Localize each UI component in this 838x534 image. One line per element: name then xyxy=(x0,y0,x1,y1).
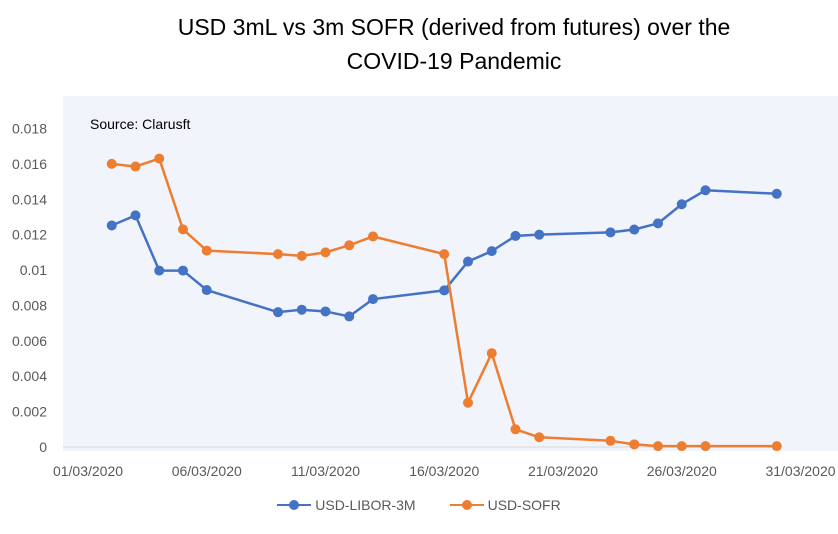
data-point-usd-libor-3m xyxy=(178,265,188,276)
data-point-usd-libor-3m xyxy=(605,227,616,238)
legend-item-sofr: USD-SOFR xyxy=(449,497,561,513)
data-point-usd-libor-3m xyxy=(296,304,307,315)
y-tick-label: 0.012 xyxy=(12,227,47,243)
y-tick-label: 0.002 xyxy=(12,404,47,420)
data-point-usd-libor-3m xyxy=(534,229,545,240)
data-point-usd-libor-3m xyxy=(273,307,283,318)
data-point-usd-sofr xyxy=(154,153,165,164)
data-point-usd-sofr xyxy=(605,435,616,446)
data-point-usd-libor-3m xyxy=(486,246,497,257)
y-tick-label: 0.004 xyxy=(12,368,47,384)
legend-swatch-sofr xyxy=(449,499,484,511)
x-tick-label: 26/03/2020 xyxy=(647,463,717,479)
data-point-usd-sofr xyxy=(106,158,117,169)
plot-area xyxy=(63,96,838,451)
data-point-usd-sofr xyxy=(439,249,450,260)
source-annotation: Source: Clarusft xyxy=(90,116,190,132)
y-axis-ticks: 0 0.002 0.004 0.006 0.008 0.01 0.012 0.014 0.016… xyxy=(12,121,47,456)
y-tick-label: 0.016 xyxy=(12,156,47,172)
series-usd-libor-3m xyxy=(106,185,782,322)
chart-title: USD 3mL vs 3m SOFR (derived from futures… xyxy=(60,10,838,78)
y-tick-label: 0.006 xyxy=(12,333,47,349)
x-tick-label: 31/03/2020 xyxy=(765,463,835,479)
data-point-usd-sofr xyxy=(653,441,663,452)
data-point-usd-sofr xyxy=(130,161,141,172)
y-tick-label: 0.014 xyxy=(12,191,47,207)
data-point-usd-libor-3m xyxy=(439,285,450,296)
x-tick-label: 16/03/2020 xyxy=(409,463,479,479)
data-point-usd-libor-3m xyxy=(676,199,687,210)
x-tick-label: 06/03/2020 xyxy=(172,463,242,479)
data-point-usd-sofr xyxy=(700,441,711,452)
data-point-usd-libor-3m xyxy=(106,220,117,231)
legend-label-libor: USD-LIBOR-3M xyxy=(315,497,416,513)
data-point-usd-sofr xyxy=(463,397,473,408)
data-point-usd-libor-3m xyxy=(320,306,331,317)
series-usd-sofr xyxy=(106,153,782,452)
data-point-usd-sofr xyxy=(273,249,283,260)
data-point-usd-libor-3m xyxy=(154,265,165,276)
data-point-usd-sofr xyxy=(178,224,188,235)
legend-label-sofr: USD-SOFR xyxy=(487,497,561,513)
data-point-usd-sofr xyxy=(296,250,307,261)
chart-legend: USD-LIBOR-3M USD-SOFR xyxy=(0,497,838,513)
data-point-usd-libor-3m xyxy=(201,285,212,296)
data-point-usd-libor-3m xyxy=(700,185,711,196)
data-point-usd-sofr xyxy=(201,245,212,256)
data-point-usd-sofr xyxy=(534,432,545,443)
data-point-usd-libor-3m xyxy=(344,311,355,322)
chart-title-line-1: USD 3mL vs 3m SOFR (derived from futures… xyxy=(177,14,731,40)
data-point-usd-sofr xyxy=(486,348,497,359)
data-point-usd-sofr xyxy=(320,247,331,258)
x-tick-label: 01/03/2020 xyxy=(53,463,123,479)
data-point-usd-libor-3m xyxy=(130,210,141,221)
data-point-usd-sofr xyxy=(510,424,521,435)
data-point-usd-sofr xyxy=(676,441,687,452)
data-point-usd-libor-3m xyxy=(368,294,378,305)
data-point-usd-libor-3m xyxy=(510,230,521,241)
data-point-usd-libor-3m xyxy=(653,218,663,229)
y-tick-label: 0 xyxy=(39,439,47,455)
data-point-usd-sofr xyxy=(368,231,378,242)
y-tick-label: 0.008 xyxy=(12,297,47,313)
data-point-usd-sofr xyxy=(771,441,782,452)
x-tick-label: 21/03/2020 xyxy=(528,463,598,479)
x-tick-label: 11/03/2020 xyxy=(291,463,360,479)
data-point-usd-sofr xyxy=(344,240,355,251)
chart-title-line-2: COVID-19 Pandemic xyxy=(346,48,562,74)
legend-item-libor: USD-LIBOR-3M xyxy=(277,497,416,513)
y-tick-label: 0.018 xyxy=(12,121,47,137)
data-point-usd-libor-3m xyxy=(771,188,782,199)
data-point-usd-sofr xyxy=(629,439,640,450)
series-layer xyxy=(106,153,782,452)
data-point-usd-libor-3m xyxy=(629,224,640,235)
x-axis-ticks: 01/03/2020 06/03/2020 11/03/2020 16/03/2020… xyxy=(53,463,836,479)
data-point-usd-libor-3m xyxy=(463,256,473,267)
y-tick-label: 0.01 xyxy=(20,262,47,278)
legend-swatch-libor xyxy=(277,499,312,511)
